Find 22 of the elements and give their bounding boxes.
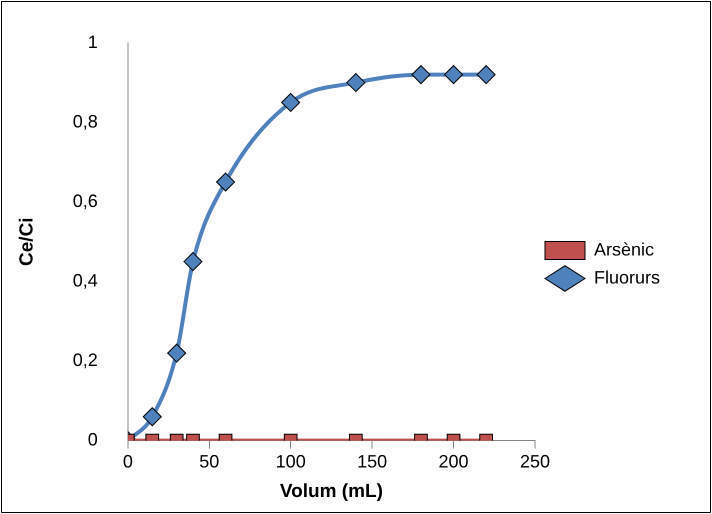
x-axis-title: Volum (mL) [280,480,383,502]
y-tick-label: 0,4 [72,270,98,290]
x-tick-label: 150 [357,451,388,472]
x-tick-label: 0 [122,451,133,472]
point [281,92,300,112]
point [411,65,430,84]
y-tick-label: 0,8 [72,111,98,132]
x-tick-label: 100 [276,451,306,472]
x-tick-label: 200 [438,451,469,472]
y-tick-label: 0,2 [72,350,98,370]
y-tick-label: 1 [88,32,98,52]
x-tick-label: 250 [520,451,550,472]
point [216,172,236,192]
legend-label: Arsènic [594,239,654,260]
point [444,65,464,84]
y-tick-label: 0 [88,430,98,450]
point [476,65,496,84]
legend-label: Fluorurs [594,267,660,288]
y-tick-label: 0,6 [72,190,98,211]
y-axis-title: Ce/Ci [16,217,38,266]
point [346,73,366,92]
x-tick-label: 50 [199,451,220,472]
